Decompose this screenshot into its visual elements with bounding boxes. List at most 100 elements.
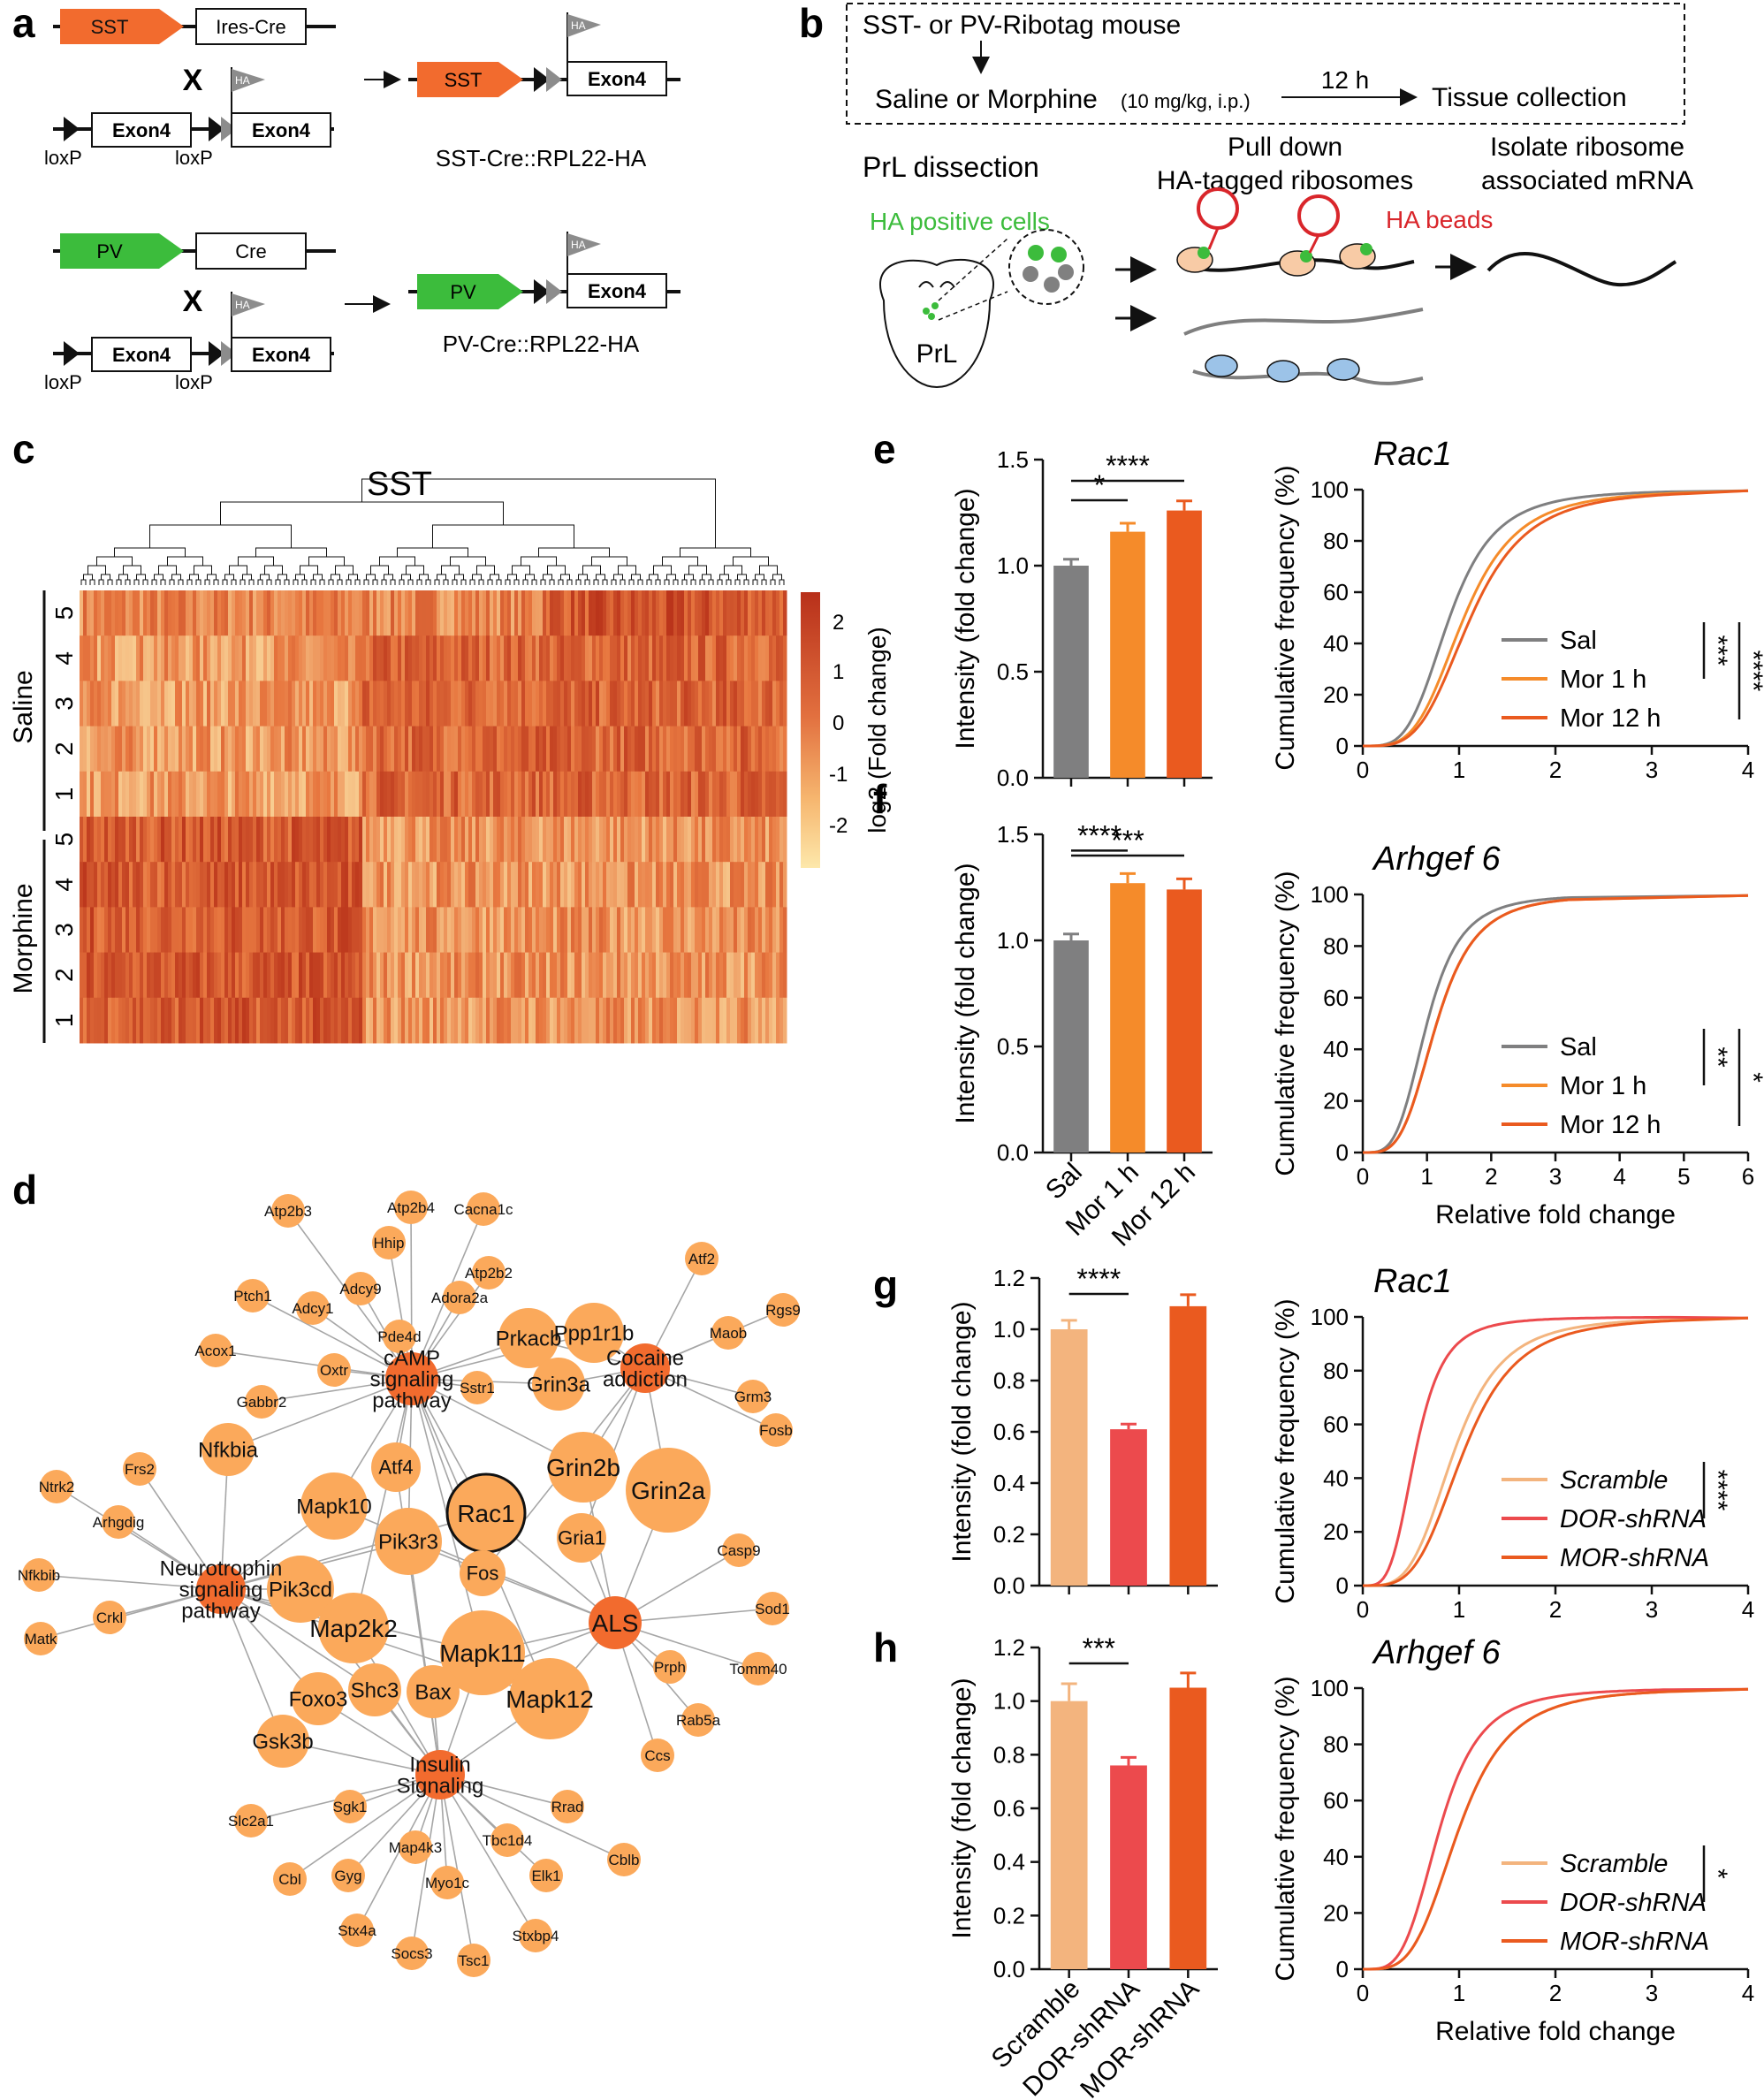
heatmap-cell: [468, 726, 473, 772]
heatmap-cell: [497, 726, 501, 772]
heatmap-cell: [518, 635, 522, 681]
heatmap-cell: [164, 862, 169, 908]
heatmap-cell: [334, 590, 338, 636]
heatmap-cell: [203, 817, 208, 863]
heatmap-cell: [430, 997, 434, 1044]
heatmap-cell: [288, 590, 293, 636]
heatmap-cell: [157, 681, 162, 727]
heatmap-cell: [691, 590, 696, 636]
heatmap-cell: [472, 952, 476, 999]
heatmap-cell: [274, 817, 278, 863]
heatmap-cell: [200, 907, 204, 954]
heatmap-cell: [490, 726, 494, 772]
heatmap-cell: [451, 590, 455, 636]
heatmap-cell: [511, 726, 515, 772]
y-tick-label: 60: [1323, 579, 1349, 605]
heatmap-cell: [433, 590, 437, 636]
heatmap-cell: [260, 726, 264, 772]
heatmap-cell: [528, 907, 533, 954]
heatmap-cell: [143, 907, 148, 954]
heatmap-cell: [331, 997, 335, 1044]
heatmap-cell: [479, 681, 483, 727]
heatmap-cell: [129, 590, 133, 636]
heatmap-cell: [475, 681, 480, 727]
heatmap-cell: [518, 997, 522, 1044]
heatmap-cell: [525, 771, 529, 818]
heatmap-cell: [723, 862, 727, 908]
heatmap-row-label: 5: [50, 833, 78, 847]
heatmap-cell: [263, 726, 268, 772]
heatmap-cell: [405, 681, 409, 727]
heatmap-cell: [454, 590, 459, 636]
heatmap-cell: [104, 952, 109, 999]
y-axis-label: Intensity (fold change): [947, 1678, 977, 1938]
heatmap-cell: [369, 681, 374, 727]
heatmap-cell: [157, 907, 162, 954]
heatmap-cell: [709, 997, 713, 1044]
pathway-hub-node: [589, 1596, 642, 1649]
gene-node: [551, 1790, 584, 1823]
heatmap-cell: [288, 681, 293, 727]
heatmap-cell: [762, 590, 766, 636]
heatmap-cell: [133, 771, 137, 818]
heatmap-cell: [327, 952, 331, 999]
heatmap-cell: [369, 817, 374, 863]
heatmap-cell: [256, 817, 261, 863]
heatmap-cell: [118, 726, 123, 772]
heatmap-cell: [642, 590, 646, 636]
heatmap-cell: [638, 862, 642, 908]
heatmap-cell: [373, 726, 377, 772]
heatmap-cell: [104, 907, 109, 954]
heatmap-cell: [673, 817, 678, 863]
heatmap-cell: [242, 907, 247, 954]
sst-promoter-arrow: [417, 62, 523, 97]
heatmap-cell: [147, 952, 151, 999]
colorbar-label: log2 (Fold change): [863, 627, 891, 833]
heatmap-cell: [751, 952, 756, 999]
heatmap-cell: [681, 635, 685, 681]
heatmap-cell: [419, 726, 423, 772]
heatmap-cell: [536, 952, 540, 999]
heatmap-cell: [493, 771, 498, 818]
heatmap-cell: [426, 907, 430, 954]
heatmap-cell: [772, 997, 777, 1044]
heatmap-cell: [578, 590, 582, 636]
heatmap-cell: [712, 635, 717, 681]
heatmap-cell: [497, 771, 501, 818]
heatmap-cell: [380, 635, 384, 681]
heatmap-cell: [118, 997, 123, 1044]
heatmap-cell: [359, 952, 363, 999]
heatmap-cell: [642, 997, 646, 1044]
bar: [1167, 889, 1202, 1153]
heatmap-cell: [401, 726, 406, 772]
heatmap-cell: [299, 726, 303, 772]
heatmap-cell: [553, 726, 558, 772]
gene-label: Atf2: [688, 1251, 715, 1267]
heatmap-cell: [458, 771, 462, 818]
heatmap-cell: [762, 681, 766, 727]
gene-label: Foxo3: [289, 1687, 348, 1711]
bar: [1110, 531, 1145, 778]
heatmap-cell: [320, 907, 324, 954]
heatmap-cell: [366, 681, 370, 727]
heatmap-cell: [207, 997, 211, 1044]
heatmap-cell: [461, 862, 466, 908]
heatmap-cell: [525, 862, 529, 908]
heatmap-cell: [246, 771, 250, 818]
heatmap-cell: [175, 590, 179, 636]
heatmap-cell: [235, 817, 240, 863]
heatmap-cell: [603, 817, 607, 863]
heatmap-cell: [592, 952, 597, 999]
heatmap-cell: [726, 952, 731, 999]
heatmap-cell: [260, 771, 264, 818]
heatmap-cell: [440, 726, 445, 772]
heatmap-cell: [656, 771, 660, 818]
heatmap-cell: [295, 862, 300, 908]
x-tick-label: 1: [1420, 1163, 1433, 1190]
heatmap-cell: [553, 952, 558, 999]
pv-promoter-arrow: [60, 233, 184, 269]
heatmap-cell: [461, 817, 466, 863]
heatmap-cell: [285, 952, 289, 999]
heatmap-cell: [316, 635, 321, 681]
